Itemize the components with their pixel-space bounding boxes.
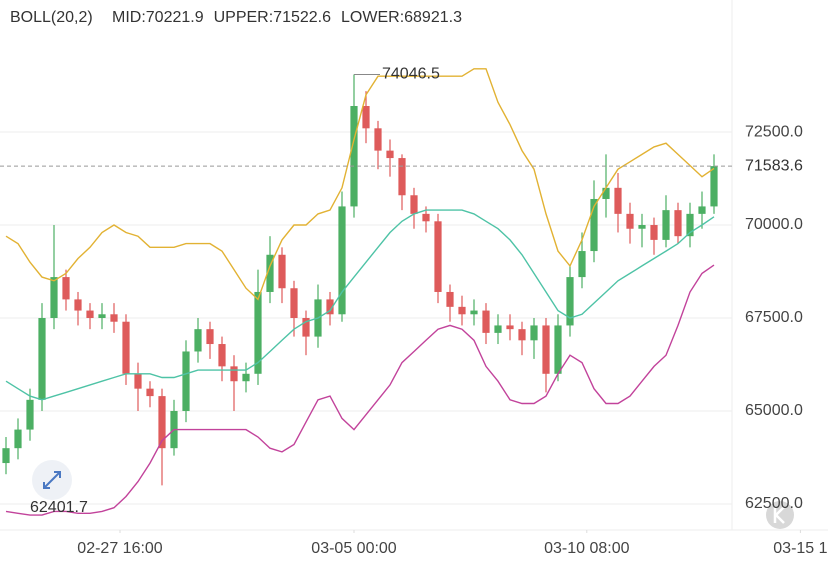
last-price-box — [738, 154, 820, 179]
x-tick-label: 03-15 1 — [773, 540, 827, 557]
watermark-logo — [766, 501, 794, 529]
candle-body — [62, 277, 70, 300]
candle-body — [626, 213, 634, 229]
boll-line — [5, 209, 715, 401]
candle-body — [554, 325, 562, 374]
high-marker-label: 74046.5 — [382, 66, 440, 83]
candle-body — [290, 288, 298, 318]
candle-body — [26, 399, 34, 430]
candle-body — [674, 210, 682, 237]
candle-body — [74, 299, 82, 311]
candle-body — [158, 396, 166, 449]
candle-body — [470, 310, 478, 315]
legend-entry: MID:70221.9 — [112, 9, 204, 26]
y-tick-label: 72500.0 — [745, 123, 803, 140]
candle-body — [98, 314, 106, 318]
candle-body — [182, 351, 190, 411]
candle-body — [422, 213, 430, 222]
candle-body — [590, 198, 598, 252]
candle-body — [434, 221, 442, 292]
candle-body — [242, 373, 250, 382]
candle-body — [530, 325, 538, 341]
low-marker-label: 62401.7 — [30, 499, 88, 516]
candle-body — [338, 206, 346, 315]
candle-body — [122, 321, 130, 374]
y-tick-label: 65000.0 — [745, 402, 803, 419]
legend-entry: LOWER:68921.3 — [341, 9, 462, 26]
candle-body — [134, 373, 142, 389]
candle-body — [638, 225, 646, 229]
candle-body — [326, 299, 334, 315]
candle-body — [194, 329, 202, 352]
candle-body — [218, 344, 226, 367]
candle-body — [254, 291, 262, 374]
candle-body — [710, 166, 718, 207]
candle-body — [494, 325, 502, 333]
x-tick-label: 03-10 08:00 — [544, 540, 630, 557]
candle-body — [50, 277, 58, 318]
candle-body — [146, 388, 154, 397]
candle-body — [230, 366, 238, 382]
candle-body — [14, 429, 22, 449]
candle-body — [398, 158, 406, 196]
candle-body — [386, 150, 394, 159]
candle-body — [482, 310, 490, 333]
candle-body — [662, 210, 670, 240]
boll-line — [5, 264, 715, 516]
last-price-label: 71583.6 — [745, 157, 803, 174]
y-tick-label: 67500.0 — [745, 309, 803, 326]
candle-body — [266, 254, 274, 292]
candle-body — [650, 225, 658, 240]
candle-body — [86, 310, 94, 318]
y-tick-label: 70000.0 — [745, 216, 803, 233]
candle-body — [686, 213, 694, 237]
candle-body — [566, 277, 574, 326]
x-tick-label: 02-27 16:00 — [77, 540, 163, 557]
candle-body — [698, 206, 706, 214]
candle-body — [362, 106, 370, 129]
candle-body — [350, 106, 358, 207]
candle-body — [410, 195, 418, 214]
candle-body — [278, 254, 286, 289]
candle-body — [302, 318, 310, 337]
candle-body — [506, 325, 514, 330]
indicator-label: BOLL(20,2) — [10, 9, 93, 26]
candle-body — [206, 329, 214, 345]
candle-body — [614, 187, 622, 214]
expand-button[interactable] — [32, 460, 72, 500]
candle-body — [2, 448, 10, 464]
candle-body — [542, 325, 550, 374]
candle-body — [110, 314, 118, 322]
boll-line — [5, 68, 715, 301]
legend-entry: UPPER:71522.6 — [214, 9, 332, 26]
candle-body — [446, 291, 454, 307]
candle-body — [374, 128, 382, 151]
candle-body — [602, 187, 610, 199]
candle-body — [38, 318, 46, 400]
y-tick-label: 62500.0 — [745, 495, 803, 512]
candle-body — [458, 306, 466, 315]
candle-body — [578, 251, 586, 278]
x-tick-label: 03-05 00:00 — [311, 540, 397, 557]
candle-body — [518, 329, 526, 341]
